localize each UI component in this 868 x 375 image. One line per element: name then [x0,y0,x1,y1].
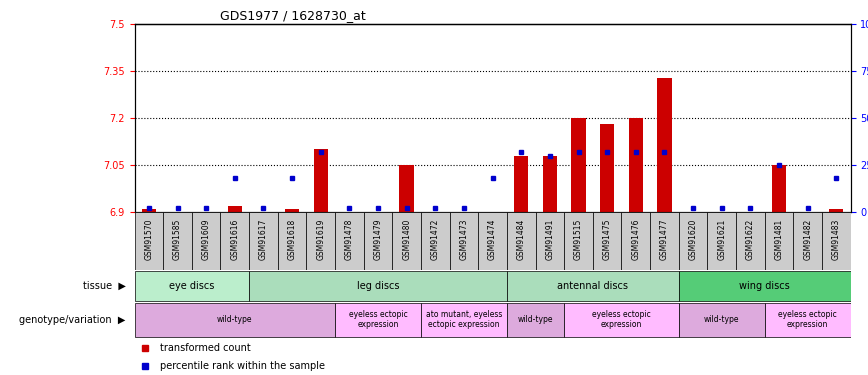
Text: GSM91480: GSM91480 [402,219,411,260]
Text: GSM91472: GSM91472 [431,219,440,260]
Text: transformed count: transformed count [160,343,250,353]
Text: GSM91479: GSM91479 [373,219,383,260]
FancyBboxPatch shape [621,212,650,270]
Text: GSM91618: GSM91618 [287,219,297,260]
Text: leg discs: leg discs [357,281,399,291]
Bar [571,118,586,212]
Text: GDS1977 / 1628730_at: GDS1977 / 1628730_at [220,9,366,22]
FancyBboxPatch shape [536,212,564,270]
Text: GSM91620: GSM91620 [688,219,698,260]
FancyBboxPatch shape [765,212,793,270]
FancyBboxPatch shape [278,212,306,270]
Text: GSM91609: GSM91609 [201,219,211,260]
FancyBboxPatch shape [679,303,765,337]
FancyBboxPatch shape [392,212,421,270]
Text: GSM91476: GSM91476 [631,219,641,260]
FancyBboxPatch shape [450,212,478,270]
FancyBboxPatch shape [507,303,564,337]
Text: GSM91570: GSM91570 [144,219,154,260]
Text: wing discs: wing discs [740,281,790,291]
FancyBboxPatch shape [364,212,392,270]
Text: GSM91481: GSM91481 [774,219,784,260]
FancyBboxPatch shape [335,212,364,270]
FancyBboxPatch shape [765,303,851,337]
Text: GSM91621: GSM91621 [717,219,727,260]
Bar [542,156,557,212]
FancyBboxPatch shape [163,212,192,270]
FancyBboxPatch shape [736,212,765,270]
Text: GSM91477: GSM91477 [660,219,669,260]
Text: tissue  ▶: tissue ▶ [83,281,126,291]
Text: GSM91475: GSM91475 [602,219,612,260]
FancyBboxPatch shape [564,212,593,270]
Bar [657,78,672,212]
FancyBboxPatch shape [564,303,679,337]
Text: GSM91619: GSM91619 [316,219,326,260]
Bar [829,209,844,212]
FancyBboxPatch shape [507,212,536,270]
Text: GSM91474: GSM91474 [488,219,497,260]
Bar [399,165,414,212]
Text: wild-type: wild-type [217,315,253,324]
Text: GSM91622: GSM91622 [746,219,755,260]
FancyBboxPatch shape [306,212,335,270]
Text: wild-type: wild-type [518,315,553,324]
FancyBboxPatch shape [135,271,249,301]
Text: GSM91616: GSM91616 [230,219,240,260]
FancyBboxPatch shape [421,212,450,270]
FancyBboxPatch shape [679,271,851,301]
FancyBboxPatch shape [707,212,736,270]
FancyBboxPatch shape [249,271,507,301]
FancyBboxPatch shape [793,212,822,270]
FancyBboxPatch shape [822,212,851,270]
FancyBboxPatch shape [335,303,421,337]
Text: eyeless ectopic
expression: eyeless ectopic expression [592,310,651,329]
Text: wild-type: wild-type [704,315,740,324]
FancyBboxPatch shape [593,212,621,270]
Text: eyeless ectopic
expression: eyeless ectopic expression [779,310,837,329]
Text: ato mutant, eyeless
ectopic expression: ato mutant, eyeless ectopic expression [426,310,502,329]
Text: eye discs: eye discs [169,281,214,291]
Bar [600,124,615,212]
FancyBboxPatch shape [478,212,507,270]
Text: eyeless ectopic
expression: eyeless ectopic expression [349,310,407,329]
Bar [313,149,328,212]
Text: GSM91484: GSM91484 [516,219,526,260]
FancyBboxPatch shape [421,303,507,337]
Text: antennal discs: antennal discs [557,281,628,291]
FancyBboxPatch shape [135,212,163,270]
Text: GSM91491: GSM91491 [545,219,555,260]
FancyBboxPatch shape [507,271,679,301]
FancyBboxPatch shape [679,212,707,270]
Text: GSM91478: GSM91478 [345,219,354,260]
FancyBboxPatch shape [220,212,249,270]
Text: percentile rank within the sample: percentile rank within the sample [160,361,325,370]
FancyBboxPatch shape [650,212,679,270]
Text: GSM91473: GSM91473 [459,219,469,260]
Text: GSM91585: GSM91585 [173,219,182,260]
FancyBboxPatch shape [249,212,278,270]
Bar [514,156,529,212]
Bar [285,209,299,212]
FancyBboxPatch shape [192,212,220,270]
Text: GSM91482: GSM91482 [803,219,812,260]
Bar [141,209,156,212]
Text: GSM91515: GSM91515 [574,219,583,260]
Text: genotype/variation  ▶: genotype/variation ▶ [19,315,126,325]
Bar [628,118,643,212]
Bar [227,206,242,212]
FancyBboxPatch shape [135,303,335,337]
Bar [772,165,786,212]
Text: GSM91483: GSM91483 [832,219,841,260]
Text: GSM91617: GSM91617 [259,219,268,260]
